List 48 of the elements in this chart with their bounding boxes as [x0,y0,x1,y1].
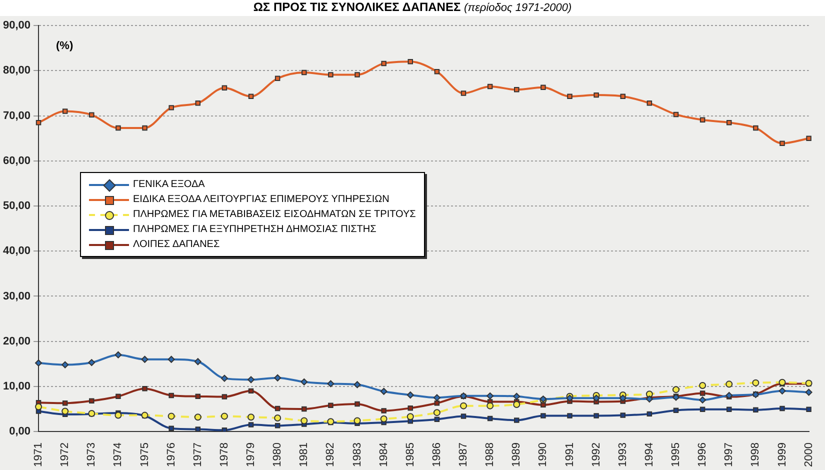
x-tick-label: 1989 [510,442,523,468]
legend-label: ΓΕΝΙΚΑ ΕΞΟΔΑ [133,179,205,190]
x-tick-label: 1981 [298,442,310,468]
x-tick-label: 1975 [138,442,151,468]
y-tick-label: 70,00 [2,110,31,122]
x-tick-label: 1992 [590,442,602,468]
y-tick-label: 10,00 [2,380,31,392]
chart-subtitle: (περίοδος 1971-2000) [464,2,572,14]
y-tick-label: 90,00 [2,20,31,32]
x-tick-label: 1982 [324,442,337,468]
x-tick-label: 1986 [430,442,443,468]
x-tick-label: 1991 [564,442,576,468]
x-tick-label: 1971 [32,442,45,468]
x-tick-label: 1995 [670,442,682,468]
x-tick-label: 1985 [404,442,416,468]
x-tick-label: 1987 [458,442,470,468]
x-tick-label: 2000 [802,442,815,468]
y-tick-label: 60,00 [2,154,31,167]
x-tick-label: 1994 [643,442,656,468]
x-tick-label: 1998 [750,442,762,468]
x-tick-label: 1977 [192,442,204,468]
x-tick-label: 1980 [272,442,284,468]
y-tick-label: 0,00 [9,426,31,438]
x-tick-label: 1978 [218,442,230,468]
x-tick-label: 1988 [484,442,496,468]
x-tick-label: 1979 [245,442,258,468]
x-tick-label: 1993 [616,442,629,468]
x-tick-label: 1990 [537,442,550,468]
x-tick-label: 1974 [112,442,124,468]
x-tick-label: 1972 [59,442,72,468]
chart-title: ΩΣ ΠΡΟΣ ΤΙΣ ΣΥΝΟΛΙΚΕΣ ΔΑΠΑΝΕΣ [253,0,461,14]
y-axis-title: (%) [54,40,76,52]
x-tick-label: 1983 [351,442,364,468]
x-tick-label: 1976 [165,442,178,468]
y-tick-label: 50,00 [2,200,31,212]
y-tick-label: 80,00 [2,64,31,77]
x-tick-label: 1999 [776,442,788,468]
x-tick-label: 1996 [696,442,709,468]
x-tick-label: 1997 [723,442,736,468]
x-tick-label: 1984 [378,442,390,468]
x-tick-label: 1973 [86,442,98,468]
legend-label: ΕΙΔΙΚΑ ΕΞΟΔΑ ΛΕΙΤΟΥΡΓΙΑΣ ΕΠΙΜΕΡΟΥΣ ΥΠΗΡΕΣΙΩΝ [133,194,390,205]
legend-label: ΠΛΗΡΩΜΕΣ ΓΙΑ ΜΕΤΑΒΙΒΑΣΕΙΣ ΕΙΣΟΔΗΜΑΤΩΝ ΣΕ ΤΡΙΤΟΥΣ [133,209,416,220]
y-tick-label: 30,00 [2,290,31,302]
y-tick-label: 40,00 [2,245,31,258]
legend-label: ΠΛΗΡΩΜΕΣ ΓΙΑ ΕΞΥΠΗΡΕΤΗΣΗ ΔΗΜΟΣΙΑΣ ΠΙΣΤΗΣ [133,224,376,235]
y-tick-label: 20,00 [2,335,31,348]
legend-label: ΛΟΙΠΕΣ ΔΑΠΑΝΕΣ [133,239,220,250]
